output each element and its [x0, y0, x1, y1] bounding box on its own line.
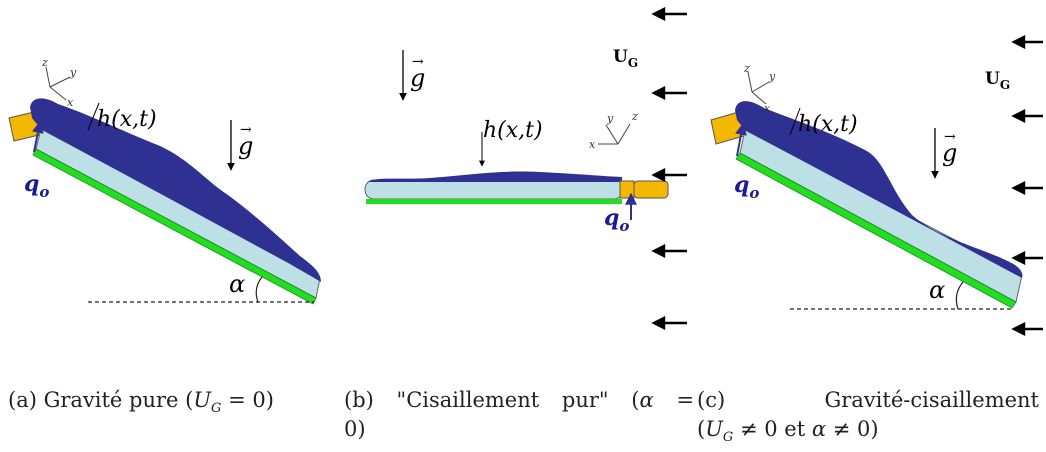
axis-label-z: z: [41, 56, 48, 69]
axes-glyph: [598, 123, 631, 145]
height-label: h(x,t): [483, 118, 543, 143]
gravity-label: g: [238, 132, 253, 160]
gas-flow-arrow: [1011, 251, 1043, 265]
caption-c: (c) Gravité-cisaillement (UG ≠ 0 et α ≠ …: [697, 388, 1039, 446]
height-label: h(x,t): [798, 112, 858, 137]
gas-flow-arrow: [651, 244, 687, 258]
flow-arrow: [735, 122, 747, 157]
angle-label: α: [229, 270, 245, 298]
substrate-plate: [739, 129, 1023, 303]
axes-glyph: [45, 66, 71, 101]
caption-a: (a) Gravité pure (UG = 0): [8, 388, 274, 417]
wall-strip: [32, 148, 317, 305]
gravity-vector-bar: →: [944, 129, 956, 145]
wall-strip: [366, 199, 622, 204]
flow-rate-label: qo: [604, 205, 629, 235]
angle-arc: [255, 276, 263, 303]
angle-label: α: [929, 276, 945, 304]
axis-label-y: y: [606, 112, 614, 125]
figure-diagrams: qo z y x h(x,t) g → α qo h(x: [8, 7, 1043, 336]
gas-flow-arrow: [1011, 109, 1043, 123]
axis-label-z: z: [631, 110, 638, 123]
axis-label-x: x: [589, 138, 596, 151]
gas-flow-arrows-b: [651, 7, 687, 330]
flow-rate-label: qo: [24, 171, 49, 201]
gas-velocity-label: UG: [613, 47, 638, 70]
substrate-plate: [364, 179, 624, 200]
wall-strip: [735, 152, 1017, 309]
gas-flow-arrow: [1011, 35, 1043, 49]
height-leader: [87, 102, 100, 131]
caption-b: (b) "Cisaillement pur" (α = 0): [344, 388, 694, 441]
gas-flow-arrow: [651, 168, 687, 182]
gas-flow-arrow: [651, 7, 687, 21]
flow-rate-label: qo: [734, 172, 759, 202]
gravity-label: g: [942, 139, 957, 167]
substrate-plate: [35, 128, 321, 299]
flow-arrow: [31, 120, 44, 153]
gas-flow-arrow: [1011, 322, 1043, 336]
gas-flow-arrow: [651, 316, 687, 330]
axis-label-y: y: [768, 70, 776, 83]
panel-b: qo h(x,t) g → y z x UG: [364, 47, 669, 235]
gas-flow-arrow: [1011, 181, 1043, 195]
angle-arc: [955, 281, 964, 310]
axis-label-x: x: [764, 102, 771, 115]
panel-c: qo z y x h(x,t) g → α UG: [710, 62, 1023, 310]
gravity-vector-bar: →: [240, 122, 252, 138]
axis-label-x: x: [67, 96, 74, 109]
gravity-label: g: [410, 64, 425, 92]
axis-label-z: z: [743, 62, 750, 75]
liquid-film: [735, 101, 1023, 278]
liquid-film: [30, 98, 321, 282]
liquid-film: [367, 171, 622, 183]
panel-a: qo z y x h(x,t) g → α: [8, 56, 321, 305]
gas-flow-arrow: [651, 86, 687, 100]
gas-flow-arrows-c: [1011, 35, 1043, 336]
gas-velocity-label: UG: [985, 69, 1010, 92]
gravity-vector-bar: →: [412, 54, 424, 70]
height-label: h(x,t): [97, 107, 157, 132]
height-leader: [789, 107, 801, 136]
axes-glyph: [747, 71, 770, 105]
axis-label-y: y: [69, 66, 77, 79]
inlet-block-outer: [633, 180, 669, 199]
